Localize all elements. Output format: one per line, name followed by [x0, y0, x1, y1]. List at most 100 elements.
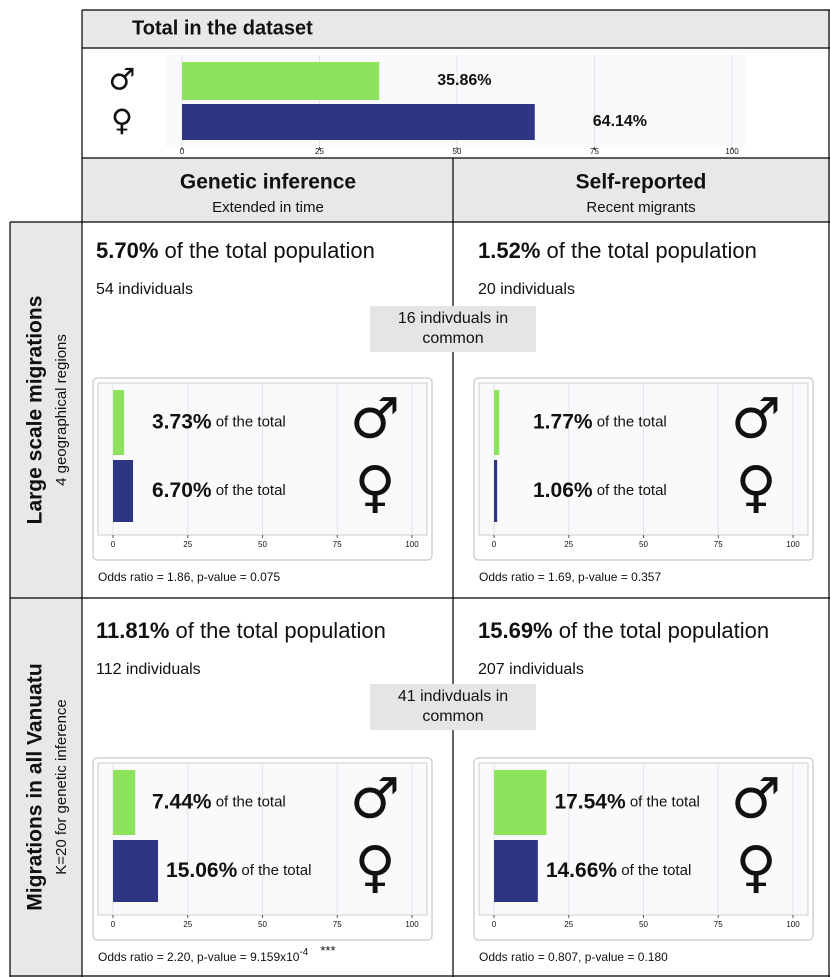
value-label-suffix: of the total: [212, 482, 286, 499]
value-label-suffix: of the total: [237, 862, 311, 879]
category-symbol: ♂: [731, 387, 781, 452]
cell-headline: 15.69% of the total population: [478, 618, 769, 643]
category-symbol: ♀: [735, 455, 776, 520]
common-text: common: [422, 330, 483, 347]
odds-exponent: -4: [299, 947, 308, 958]
x-tick-label: 75: [714, 920, 723, 929]
odds-text: Odds ratio = 1.86, p-value = 0.075: [98, 570, 280, 584]
column-subtitle: Recent migrants: [586, 199, 695, 216]
x-tick-label: 0: [111, 540, 116, 549]
x-tick-label: 25: [564, 540, 573, 549]
row-subtitle: K=20 for genetic inference: [53, 699, 70, 875]
value-label-suffix: of the total: [212, 793, 286, 810]
odds-ratio: Odds ratio = 0.807, p-value = 0.180: [479, 950, 668, 964]
cell-headline: 5.70% of the total population: [96, 238, 375, 263]
x-tick-label: 50: [258, 920, 267, 929]
cell-individuals: 20 individuals: [478, 281, 575, 298]
odds-ratio: Odds ratio = 2.20, p-value = 9.159x10-4 *…: [98, 943, 336, 964]
x-tick-label: 100: [405, 920, 419, 929]
x-tick-label: 75: [333, 540, 342, 549]
value-label: 1.77%: [533, 410, 593, 433]
cell-percent-suffix: of the total population: [553, 618, 770, 643]
value-label: 64.14%: [593, 113, 647, 130]
x-tick-label: 50: [453, 147, 462, 156]
x-tick-label: 50: [639, 920, 648, 929]
bar: [494, 770, 547, 835]
value-label-group: 1.77% of the total: [533, 410, 667, 433]
cell-percent-suffix: of the total population: [169, 618, 386, 643]
bar: [494, 390, 500, 455]
category-symbol: ♂: [109, 63, 136, 98]
x-tick-label: 25: [183, 540, 192, 549]
cell-headline: 11.81% of the total population: [96, 618, 386, 643]
cell-headline: 1.52% of the total population: [478, 238, 757, 263]
x-tick-label: 100: [786, 540, 800, 549]
x-tick-label: 100: [725, 147, 739, 156]
odds-text: Odds ratio = 0.807, p-value = 0.180: [479, 950, 668, 964]
value-label: 1.06%: [533, 479, 593, 502]
x-tick-label: 50: [639, 540, 648, 549]
x-tick-label: 50: [258, 540, 267, 549]
significance: ***: [320, 943, 335, 958]
value-label-suffix: of the total: [593, 482, 667, 499]
common-box: [370, 306, 536, 352]
bar: [182, 104, 535, 140]
bar: [113, 460, 134, 522]
frame: [9, 9, 830, 977]
cell-percent: 11.81%: [96, 618, 169, 643]
common-text: 16 indivduals in: [398, 310, 508, 327]
x-tick-label: 0: [492, 540, 497, 549]
value-label: 7.44%: [152, 790, 212, 813]
header-title: Total in the dataset: [132, 17, 313, 39]
value-label-group: 7.44% of the total: [152, 790, 286, 813]
cell-individuals: 207 individuals: [478, 661, 584, 678]
value-label: 6.70%: [152, 479, 212, 502]
value-label-group: 3.73% of the total: [152, 410, 286, 433]
row-header-bg: [10, 222, 82, 977]
x-tick-label: 25: [564, 920, 573, 929]
bar: [494, 840, 538, 902]
value-label-suffix: of the total: [626, 793, 700, 810]
bar: [113, 770, 136, 835]
category-symbol: ♀: [111, 104, 133, 139]
cell-percent-suffix: of the total population: [540, 238, 757, 263]
cell-percent: 1.52%: [478, 238, 540, 263]
category-symbol: ♀: [735, 835, 776, 900]
bar: [113, 840, 159, 902]
row-title: Large scale migrations: [24, 296, 47, 525]
value-label: 15.06%: [166, 859, 238, 882]
row-subtitle: 4 geographical regions: [53, 334, 70, 486]
common-box: [370, 684, 536, 730]
x-tick-label: 0: [180, 147, 185, 156]
value-label: 35.86%: [437, 72, 491, 89]
value-label: 3.73%: [152, 410, 212, 433]
column-header-bg: [82, 158, 830, 222]
category-symbol: ♀: [354, 455, 395, 520]
value-label-group: 6.70% of the total: [152, 479, 286, 502]
odds-text: Odds ratio = 1.69, p-value = 0.357: [479, 570, 661, 584]
cell-individuals: 112 individuals: [96, 661, 201, 678]
cell-percent: 15.69%: [478, 618, 553, 643]
column-title: Genetic inference: [180, 171, 356, 194]
common-text: common: [422, 708, 483, 725]
odds-ratio: Odds ratio = 1.86, p-value = 0.075: [98, 570, 280, 584]
x-tick-label: 75: [333, 920, 342, 929]
x-tick-label: 0: [492, 920, 497, 929]
category-symbol: ♂: [350, 767, 400, 832]
x-tick-label: 25: [315, 147, 324, 156]
cell-percent: 5.70%: [96, 238, 158, 263]
common-text: 41 indivduals in: [398, 688, 508, 705]
value-label-suffix: of the total: [593, 413, 667, 430]
x-tick-label: 100: [405, 540, 419, 549]
value-label-suffix: of the total: [617, 862, 691, 879]
bar: [113, 390, 125, 455]
x-tick-label: 100: [786, 920, 800, 929]
value-label-group: 1.06% of the total: [533, 479, 667, 502]
x-tick-label: 25: [183, 920, 192, 929]
value-label-group: 14.66% of the total: [546, 859, 691, 882]
odds-text: Odds ratio = 2.20, p-value = 9.159x10: [98, 950, 300, 964]
value-label-group: 15.06% of the total: [166, 859, 311, 882]
value-label-suffix: of the total: [212, 413, 286, 430]
category-symbol: ♂: [350, 387, 400, 452]
